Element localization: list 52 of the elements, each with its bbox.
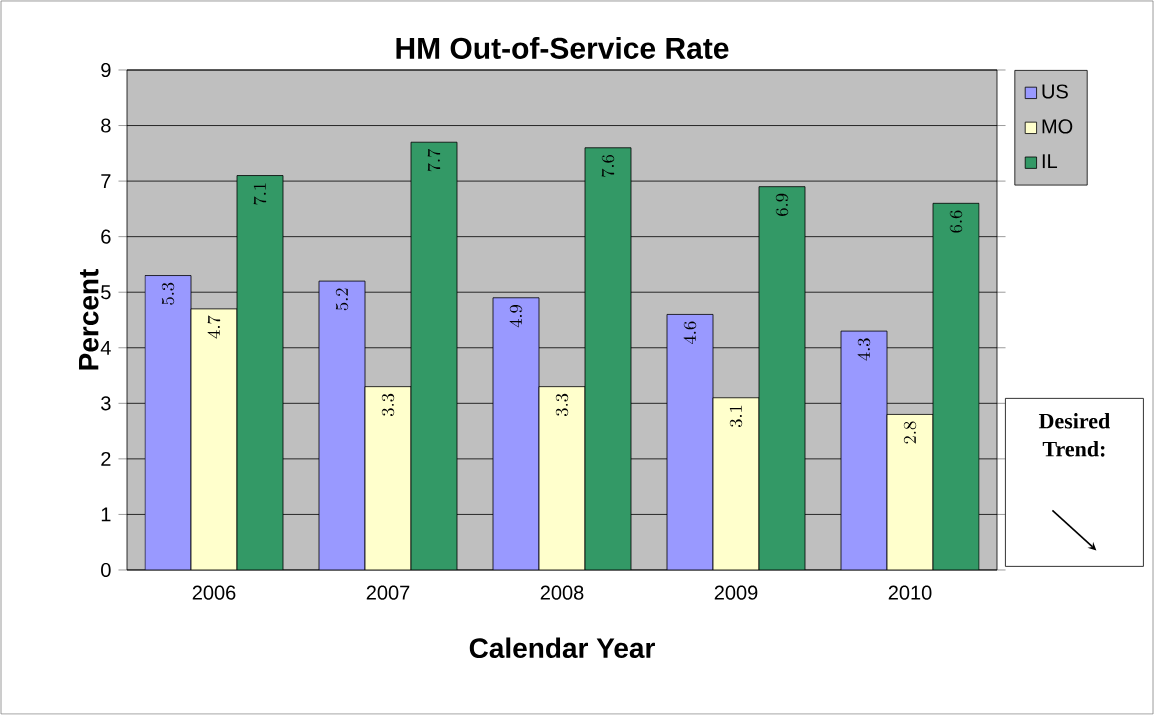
y-tick-label: 9 (101, 62, 111, 78)
data-label: 7.6 (601, 154, 615, 177)
data-label: 7. 1 (253, 183, 267, 205)
data-label: 6.9 (775, 193, 789, 216)
bar (758, 186, 806, 570)
y-tick-label: 4 (100, 340, 111, 355)
bar (584, 147, 632, 570)
data-label: 5.2 (335, 288, 349, 311)
bar (236, 175, 284, 570)
x-tick-label: 2007 (366, 585, 410, 600)
y-axis-title: Percent (79, 269, 99, 370)
bar (538, 386, 586, 570)
y-tick-label: 5 (101, 285, 111, 300)
bar (712, 397, 760, 570)
bar (840, 330, 888, 570)
data-label: 7.7 (427, 148, 441, 172)
y-tick-label: 8 (101, 118, 111, 133)
text: Desired Trend: (1038, 413, 1111, 457)
data-label: 2.8 (903, 421, 917, 444)
data-label: 3.3 (381, 393, 395, 416)
y-tick-label: 7 (101, 174, 111, 188)
bar (190, 308, 238, 570)
y-tick-label: 6 (101, 229, 111, 244)
x-tick-label: 2009 (714, 585, 758, 600)
legend-label: MO (1042, 119, 1073, 134)
data-label: 4.6 (683, 321, 697, 344)
chart-title: HM Out-of-Service Rate (396, 36, 729, 59)
bar (666, 314, 714, 570)
y-tick-label: 3 (101, 396, 111, 411)
y-tick-label: 0 (101, 562, 111, 578)
bar (932, 202, 980, 570)
y-tick-label: 1 (101, 507, 111, 522)
y-tick-label: 2 (101, 451, 111, 466)
bar (364, 386, 412, 570)
legend-label: IL (1042, 154, 1058, 169)
bar (410, 141, 458, 570)
x-axis-title: Calendar Year (469, 637, 655, 659)
data-label: 4.9 (509, 304, 523, 328)
legend-label: US (1042, 84, 1068, 99)
x-tick-label: 2006 (192, 585, 236, 600)
x-tick-label: 2010 (888, 585, 932, 600)
bar (886, 414, 934, 570)
data-label: 3.3 (555, 393, 569, 416)
bar (318, 280, 366, 570)
data-label: 3. 1 (729, 405, 743, 428)
bar (492, 297, 540, 570)
data-label: 5.3 (161, 282, 175, 305)
data-label: 6.6 (949, 210, 963, 233)
data-label: 4.7 (207, 315, 221, 339)
bar (144, 275, 192, 570)
data-label: 4.3 (857, 338, 871, 361)
x-tick-label: 2008 (540, 585, 584, 600)
